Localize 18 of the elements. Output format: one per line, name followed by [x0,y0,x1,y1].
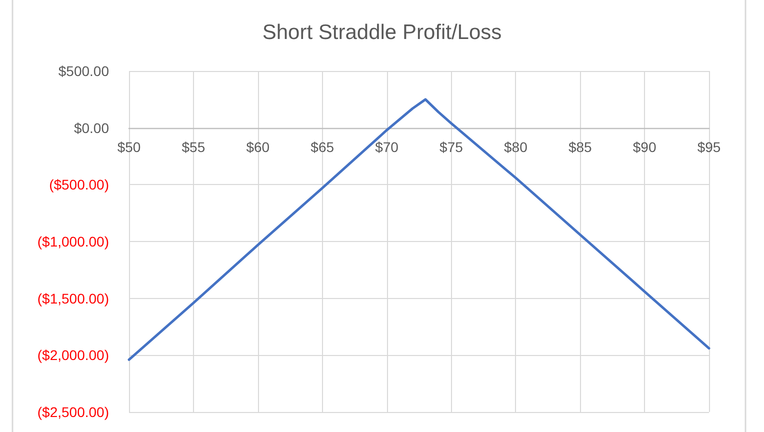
y-tick-label: ($1,500.00) [37,290,109,306]
chart-title: Short Straddle Profit/Loss [262,21,502,44]
x-tick-label: $50 [117,138,141,155]
x-tick-label: $90 [632,138,656,155]
y-tick-label: $500.00 [58,63,110,79]
x-tick-label: $55 [182,138,206,155]
x-tick-label: $80 [504,138,528,155]
x-tick-label: $60 [246,138,270,155]
y-tick-label: ($1,000.00) [37,234,109,250]
x-tick-label: $65 [310,138,334,155]
x-tick-label: $70 [375,138,399,155]
y-tick-label: ($2,500.00) [37,404,109,420]
y-tick-label: ($2,000.00) [37,347,109,364]
y-tick-label: $0.00 [74,120,110,136]
x-tick-label: $95 [697,138,721,155]
x-tick-label: $85 [568,138,592,155]
y-tick-label: ($500.00) [49,176,109,193]
x-tick-label: $75 [440,138,464,155]
